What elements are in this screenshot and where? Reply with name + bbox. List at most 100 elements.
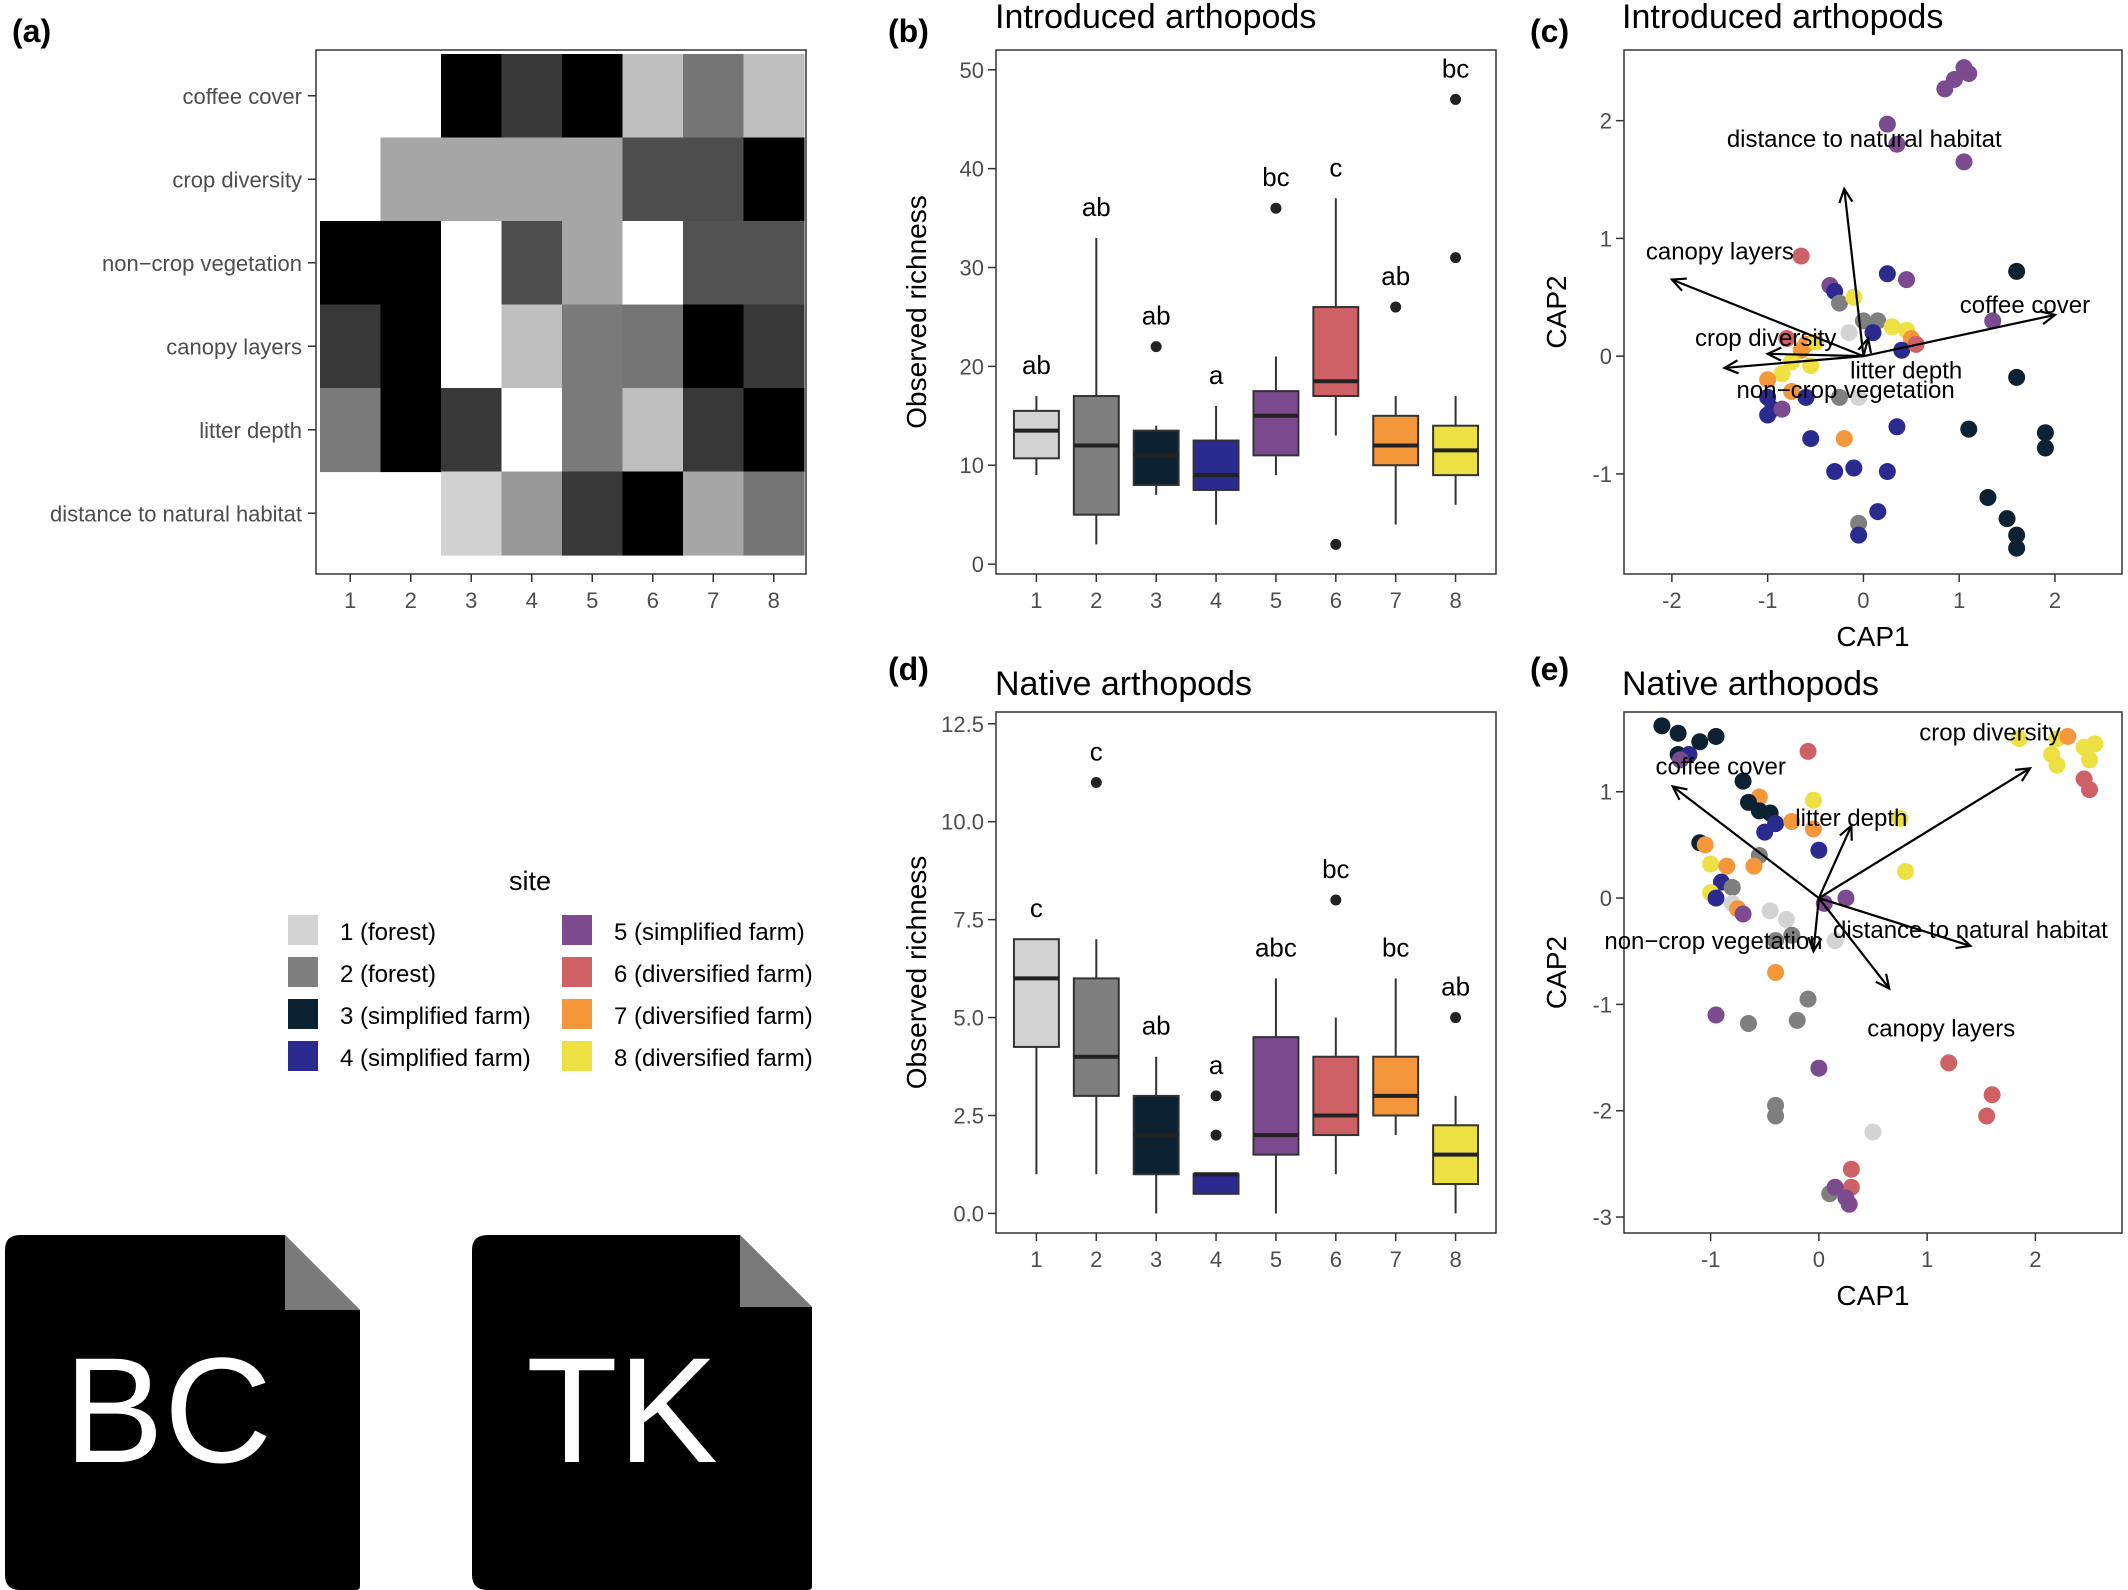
outlier-point — [1150, 341, 1162, 353]
y-tick-label: non−crop vegetation — [102, 251, 302, 276]
heatmap-cell — [622, 304, 684, 389]
panel-a-label: (a) — [12, 13, 51, 49]
legend-swatch — [288, 999, 318, 1029]
data-point — [1783, 382, 1801, 400]
heatmap-cell — [683, 54, 745, 139]
group-letter: abc — [1255, 932, 1297, 962]
panel-b-label: (b) — [888, 13, 929, 49]
data-point — [1767, 1107, 1785, 1125]
data-point — [1850, 514, 1868, 532]
panel-e-label: (e) — [1530, 651, 1569, 687]
data-point — [1878, 265, 1896, 283]
heatmap-panel: coffee cover crop diversity non−crop veget… — [50, 49, 807, 613]
outlier-point — [1210, 1129, 1222, 1141]
data-point — [2081, 751, 2099, 769]
data-point — [1960, 65, 1978, 83]
biplot-arrow — [1812, 897, 1820, 952]
arrow-label: litter depth — [1795, 805, 1907, 832]
arrow-label: non−crop vegetation — [1737, 377, 1955, 404]
data-point — [2086, 735, 2104, 753]
arrow-label: crop diversity — [1695, 325, 1836, 352]
heatmap-cell — [562, 221, 624, 306]
group-letter: bc — [1382, 932, 1409, 962]
x-tick-label: 2 — [405, 588, 417, 613]
y-tick-label: coffee cover — [183, 84, 302, 109]
heatmap-cell — [501, 137, 563, 222]
boxplot-introduced-panel: 0 10 20 30 40 50 Observed richness ab 1 ab 2 ab 3 a 4 b… — [901, 49, 1497, 613]
data-point — [1799, 990, 1817, 1008]
data-point — [1707, 889, 1725, 907]
data-point — [1669, 724, 1687, 742]
data-point — [1878, 463, 1896, 481]
arrow-head — [1807, 936, 1823, 954]
file-icon-bc: BC — [5, 1235, 360, 1590]
legend-swatch — [288, 915, 318, 945]
legend-swatch — [288, 957, 318, 987]
group-letter: c — [1090, 737, 1103, 767]
data-point — [1788, 1011, 1806, 1029]
y-tick-label: 0 — [1600, 886, 1612, 911]
heatmap-cell — [683, 471, 745, 556]
data-point — [1864, 1123, 1882, 1141]
data-point — [1707, 727, 1725, 745]
data-point — [1671, 751, 1689, 769]
data-point — [1850, 526, 1868, 544]
data-point — [1707, 1006, 1725, 1024]
data-point — [1845, 288, 1863, 306]
legend-label: 2 (forest) — [340, 961, 436, 988]
data-point — [1759, 406, 1777, 424]
heatmap-cell — [743, 471, 805, 556]
panel-e-title: Native arthopods — [1622, 665, 1879, 703]
y-tick-label: 2 — [1600, 109, 1612, 134]
heatmap-cell — [562, 137, 624, 222]
legend-swatch — [562, 957, 592, 987]
data-point — [1799, 742, 1817, 760]
data-point — [1835, 430, 1853, 448]
y-tick-label: litter depth — [199, 418, 302, 443]
y-tick-label: 0 — [1600, 344, 1612, 369]
x-tick-label: 6 — [1330, 1247, 1342, 1272]
y-axis-label: Observed richness — [901, 856, 932, 1089]
legend-label: 7 (diversified farm) — [614, 1003, 813, 1030]
biplot-arrow — [1818, 897, 1891, 990]
heatmap-cell — [320, 221, 382, 306]
data-point — [1691, 733, 1709, 751]
box — [1252, 390, 1300, 457]
data-point — [1773, 365, 1791, 383]
data-point — [2043, 746, 2061, 764]
x-axis-label: CAP1 — [1836, 1280, 1909, 1311]
arrow-head — [1857, 336, 1873, 354]
arrow-head — [1670, 784, 1688, 801]
group-letter: c — [1030, 893, 1043, 923]
heatmap-cell — [562, 54, 624, 139]
group-letter: ab — [1142, 301, 1171, 331]
biplot-arrow — [1818, 897, 1971, 947]
heatmap-cell — [501, 54, 563, 139]
heatmap-cell — [683, 388, 745, 473]
outlier-point — [1390, 301, 1402, 313]
x-tick-label: 5 — [586, 588, 598, 613]
legend-swatch — [288, 1041, 318, 1071]
x-tick-label: 6 — [647, 588, 659, 613]
heatmap-cell — [743, 54, 805, 139]
y-tick-label: 0 — [972, 552, 984, 577]
data-point — [1740, 1015, 1757, 1033]
data-point — [1810, 1059, 1828, 1077]
box — [1312, 1055, 1360, 1137]
data-point — [1979, 488, 1997, 506]
data-point — [1842, 1160, 1860, 1178]
legend-label: 1 (forest) — [340, 919, 436, 946]
y-tick-label: crop diversity — [172, 167, 302, 192]
plot-frame — [995, 49, 1497, 575]
heatmap-cell — [743, 221, 805, 306]
data-point — [2008, 539, 2026, 557]
group-letter: c — [1329, 152, 1342, 182]
x-tick-label: 1 — [344, 588, 356, 613]
data-point — [1718, 857, 1736, 875]
biplot-arrow — [1862, 338, 1870, 357]
heatmap-cell — [320, 388, 382, 473]
heatmap-cell — [501, 221, 563, 306]
data-point — [1888, 418, 1906, 436]
data-point — [2008, 526, 2026, 544]
y-axis-label: CAP2 — [1541, 936, 1572, 1009]
